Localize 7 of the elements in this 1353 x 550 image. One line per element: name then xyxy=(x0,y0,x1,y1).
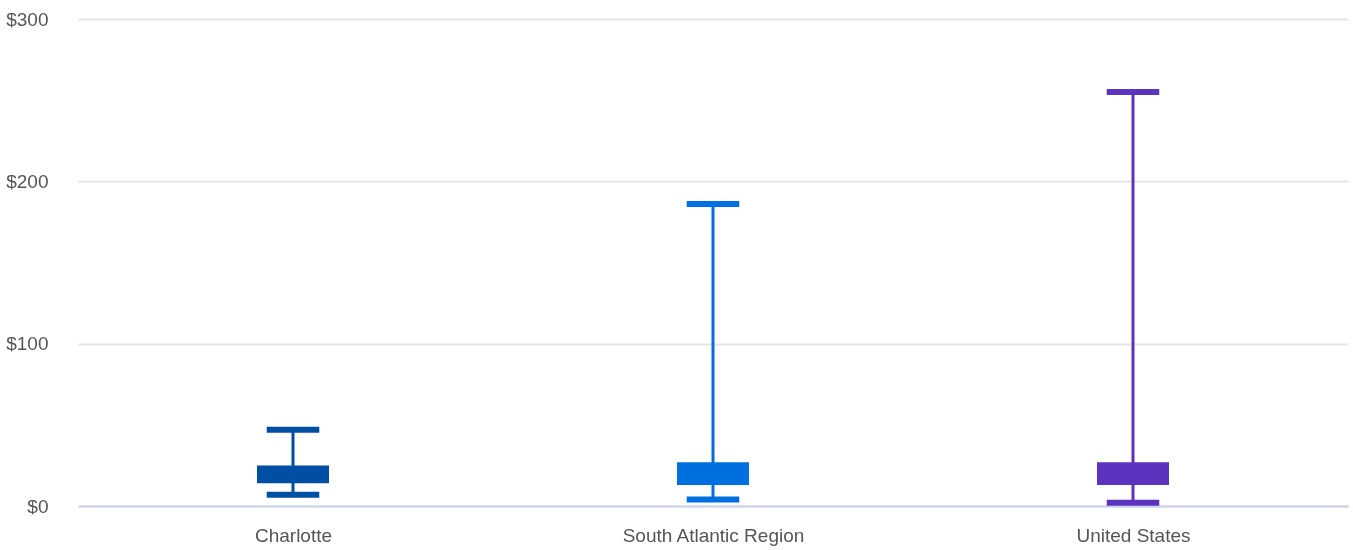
x-tick-label: United States xyxy=(1076,524,1191,546)
y-tick-label: $200 xyxy=(6,170,49,192)
y-tick-label: $300 xyxy=(6,8,49,30)
y-tick-label: $100 xyxy=(6,333,49,355)
y-tick-label: $0 xyxy=(27,495,49,517)
x-tick-label: South Atlantic Region xyxy=(622,524,805,546)
x-tick-label: Charlotte xyxy=(254,524,333,546)
